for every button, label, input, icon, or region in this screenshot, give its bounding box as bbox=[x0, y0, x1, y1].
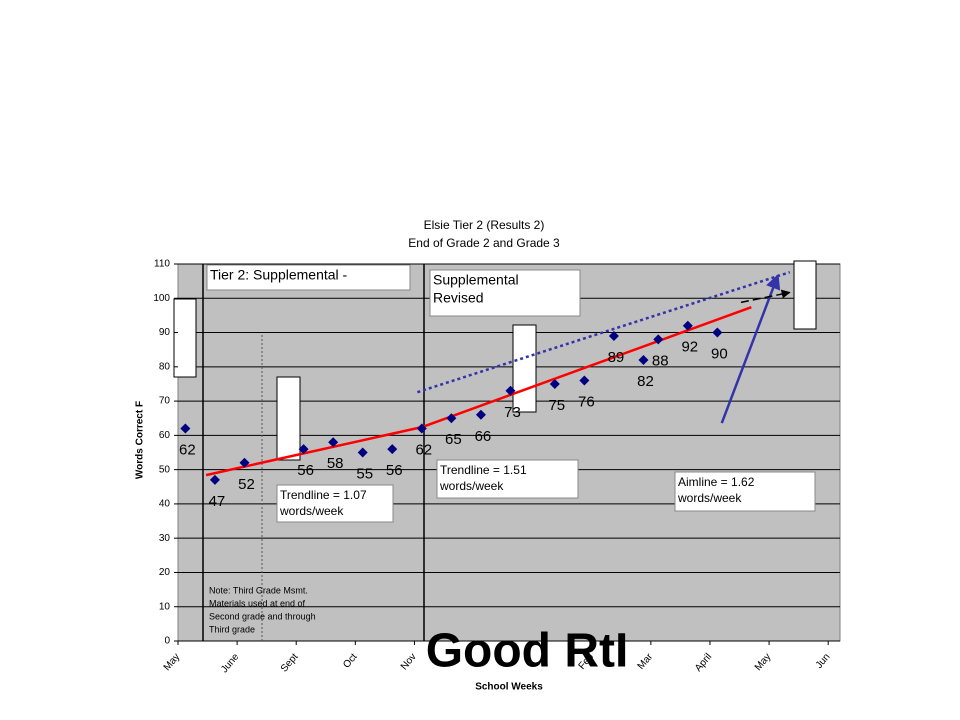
annotation-text: Third grade bbox=[209, 624, 255, 634]
x-axis-label: School Weeks bbox=[475, 682, 543, 693]
y-tick-label: 40 bbox=[159, 499, 171, 510]
y-tick-label: 60 bbox=[159, 430, 171, 441]
annotation-box bbox=[429, 269, 581, 317]
annotation-text: Aimline = 1.62 bbox=[678, 475, 755, 489]
data-label: 75 bbox=[548, 397, 565, 414]
annotation-text: Trendline = 1.07 bbox=[280, 488, 367, 502]
data-label: 56 bbox=[297, 462, 314, 479]
data-point bbox=[180, 423, 191, 434]
data-label: 62 bbox=[179, 441, 196, 458]
data-point bbox=[549, 378, 560, 389]
data-label: 88 bbox=[652, 352, 669, 369]
annotation-box bbox=[276, 484, 394, 523]
chart-subtitle: End of Grade 2 and Grade 3 bbox=[408, 236, 560, 250]
chart-title: Elsie Tier 2 (Results 2) bbox=[424, 218, 545, 232]
data-point bbox=[446, 413, 457, 424]
data-label: 76 bbox=[578, 393, 595, 410]
y-tick-label: 100 bbox=[153, 293, 170, 304]
data-point bbox=[608, 330, 619, 341]
data-label: 82 bbox=[637, 373, 654, 390]
trend-line bbox=[205, 425, 423, 477]
y-tick-label: 70 bbox=[159, 396, 171, 407]
y-tick-label: 30 bbox=[159, 533, 171, 544]
trend-line bbox=[421, 306, 752, 429]
data-point bbox=[209, 474, 220, 485]
x-tick-label: April bbox=[693, 652, 714, 674]
data-point bbox=[505, 385, 516, 396]
annotation-text: Tier 2: Supplemental - bbox=[210, 267, 348, 283]
x-tick-label: Mar bbox=[636, 651, 656, 672]
data-label: 56 bbox=[386, 462, 403, 479]
data-point bbox=[475, 409, 486, 420]
trend-line bbox=[720, 273, 781, 424]
box bbox=[512, 324, 537, 413]
annotation-box bbox=[436, 459, 579, 499]
x-tick-label: Oct bbox=[341, 651, 360, 670]
y-axis-label: Words Correct F bbox=[135, 401, 146, 479]
annotation-text: Note: Third Grade Msmt. bbox=[209, 585, 308, 595]
data-label: 58 bbox=[327, 455, 344, 472]
annotation-text: Materials used at end of bbox=[209, 598, 306, 608]
x-tick-label: Nov bbox=[399, 652, 419, 673]
y-tick-label: 110 bbox=[154, 259, 170, 270]
annotation-text: Supplemental bbox=[433, 272, 519, 288]
data-point bbox=[239, 457, 250, 468]
data-label: 52 bbox=[238, 476, 255, 493]
data-point bbox=[416, 423, 427, 434]
trend-line bbox=[417, 271, 791, 394]
annotation-text: words/week bbox=[677, 491, 742, 505]
y-tick-label: 20 bbox=[159, 567, 171, 578]
trend-line bbox=[740, 289, 791, 304]
data-label: 62 bbox=[415, 441, 432, 458]
annotation-text: Revised bbox=[433, 290, 484, 306]
data-label: 66 bbox=[475, 428, 492, 445]
data-point bbox=[357, 447, 368, 458]
data-label: 73 bbox=[504, 404, 521, 421]
annotation-box bbox=[674, 471, 816, 512]
box bbox=[793, 260, 817, 330]
box bbox=[276, 376, 301, 461]
y-tick-label: 90 bbox=[159, 327, 171, 338]
data-point bbox=[387, 444, 398, 455]
data-point bbox=[298, 444, 309, 455]
annotation-box bbox=[206, 264, 411, 291]
x-tick-label: Sept bbox=[279, 651, 301, 674]
data-point bbox=[579, 375, 590, 386]
y-tick-label: 10 bbox=[159, 601, 171, 612]
y-tick-label: 0 bbox=[164, 636, 170, 647]
data-label: 55 bbox=[356, 465, 373, 482]
data-label: 90 bbox=[711, 346, 728, 363]
data-label: 89 bbox=[608, 349, 625, 366]
y-tick-label: 80 bbox=[159, 361, 171, 372]
data-point bbox=[328, 437, 339, 448]
x-tick-label: June bbox=[219, 651, 242, 675]
data-point bbox=[653, 334, 664, 345]
data-point bbox=[638, 354, 649, 365]
annotation-text: words/week bbox=[279, 504, 344, 518]
x-tick-label: May bbox=[753, 652, 774, 674]
data-point bbox=[712, 327, 723, 338]
x-tick-label: Jun bbox=[814, 652, 833, 671]
box bbox=[173, 298, 197, 378]
annotation-text: Second grade and through bbox=[209, 611, 316, 621]
y-tick-label: 50 bbox=[159, 464, 171, 475]
annotation-text: Trendline = 1.51 bbox=[440, 463, 527, 477]
annotation-text: words/week bbox=[439, 479, 504, 493]
data-label: 47 bbox=[209, 493, 226, 510]
data-point bbox=[682, 320, 693, 331]
data-label: 92 bbox=[681, 339, 698, 356]
x-tick-label: May bbox=[162, 652, 183, 674]
data-label: 65 bbox=[445, 431, 462, 448]
headline: Good RtI bbox=[426, 625, 629, 678]
